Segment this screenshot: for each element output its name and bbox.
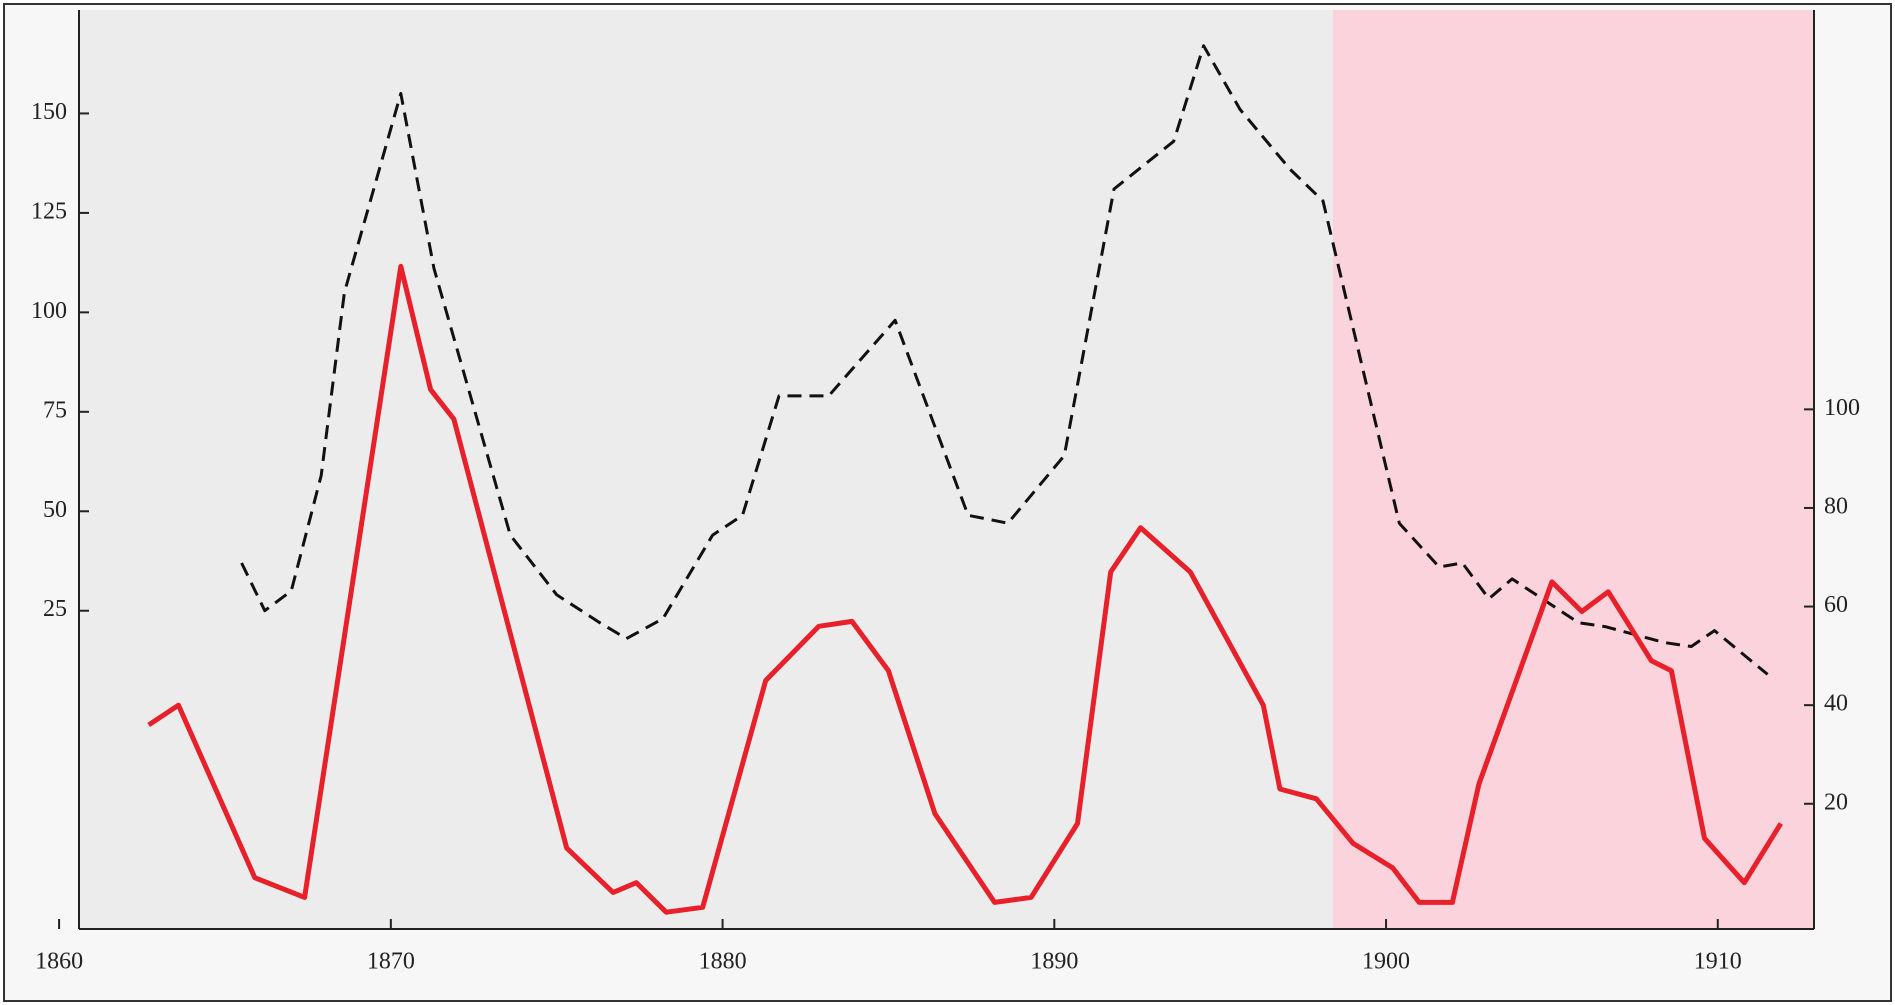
x-tick-label: 1900 xyxy=(1362,949,1410,975)
x-tick-label: 1870 xyxy=(367,949,415,975)
y2-tick-label: 60 xyxy=(1824,592,1848,618)
y-tick-label: 75 xyxy=(43,397,67,423)
dashed-line xyxy=(240,44,1769,676)
x-tick-label: 1860 xyxy=(35,949,83,975)
y-tick-label: 100 xyxy=(31,298,67,324)
y-tick-label: 125 xyxy=(31,198,67,224)
x-tick-label: 1910 xyxy=(1694,949,1742,975)
y-tick-label: 50 xyxy=(43,497,67,523)
x-tick-label: 1890 xyxy=(1030,949,1078,975)
y2-tick-label: 100 xyxy=(1824,395,1860,421)
shaded-span xyxy=(1332,10,1814,929)
solid-line xyxy=(147,263,1783,915)
y-tick-label: 25 xyxy=(43,596,67,622)
x-tick-label: 1880 xyxy=(699,949,747,975)
y2-tick-label: 20 xyxy=(1824,789,1848,815)
y2-tick-label: 80 xyxy=(1824,493,1848,519)
y-tick-label: 150 xyxy=(31,99,67,125)
y2-tick-label: 40 xyxy=(1824,691,1848,717)
